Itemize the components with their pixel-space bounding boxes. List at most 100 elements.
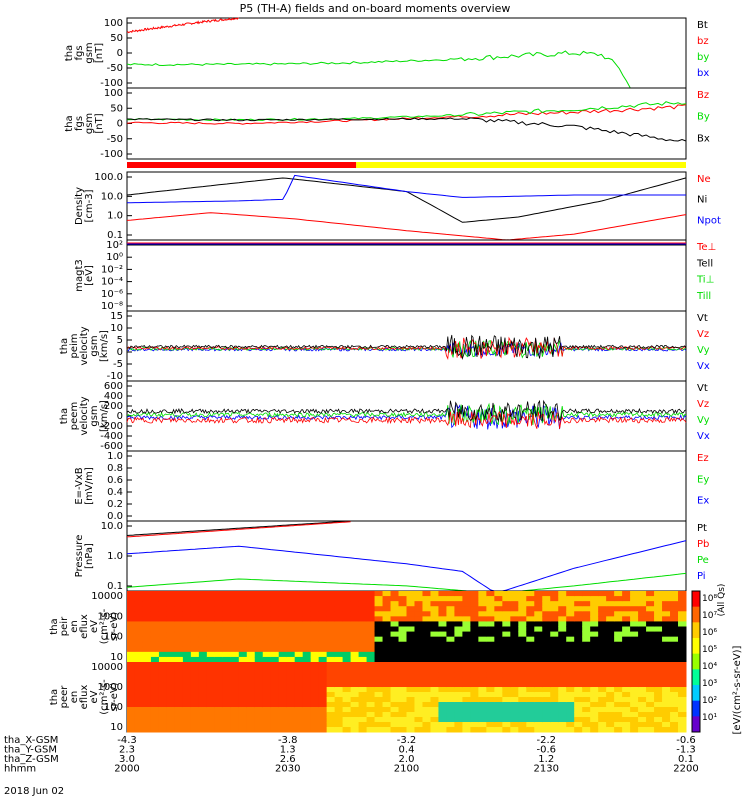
spectrogram-cell <box>406 707 415 713</box>
spectrogram-cell <box>534 651 543 658</box>
spectrogram-cell <box>542 591 551 597</box>
spectrogram-cell <box>502 707 511 713</box>
spectrogram-cell <box>262 692 272 698</box>
spectrogram-cell <box>214 692 224 698</box>
spectrogram-cell <box>430 596 439 602</box>
spectrogram-cell <box>270 707 280 713</box>
spectrogram-cell <box>190 626 200 633</box>
spectrogram-cell <box>270 596 280 602</box>
spectrogram-cell <box>430 621 439 627</box>
spectrogram-cell <box>678 606 687 612</box>
legend-Bz: Bz <box>697 90 709 101</box>
spectrogram-cell <box>430 707 439 713</box>
colorbar-tick: 10³ <box>702 679 717 689</box>
spectrogram-cell <box>302 667 312 673</box>
spectrogram-cell <box>374 631 384 638</box>
spectrogram-cell <box>262 616 272 622</box>
spectrogram-cell <box>150 616 160 622</box>
legend-Vx: Vx <box>697 431 710 442</box>
spectrogram-cell <box>382 667 392 673</box>
spectrogram-cell <box>654 702 663 708</box>
spectrogram-cell <box>398 662 407 668</box>
spectrogram-cell <box>166 616 176 622</box>
spectrogram-cell <box>366 631 376 638</box>
spectrogram-cell <box>294 656 304 663</box>
spectrogram-cell <box>614 727 623 733</box>
y-axis-label: tha <box>64 45 75 61</box>
spectrogram-cell <box>494 697 503 703</box>
spectrogram-cell <box>534 641 543 648</box>
spectrogram-cell <box>574 636 583 643</box>
spectrogram-cell <box>342 611 352 617</box>
spectrogram-cell <box>558 697 567 703</box>
spectrogram-cell <box>646 596 655 602</box>
spectrogram-cell <box>478 646 487 653</box>
x-tick-label: -0.6 <box>676 735 696 746</box>
spectrogram-cell <box>462 616 471 622</box>
spectrogram-cell <box>526 662 535 668</box>
spectrogram-cell <box>582 672 591 678</box>
spectrogram-cell <box>246 636 256 643</box>
spectrogram-cell <box>662 636 671 643</box>
spectrogram-cell <box>222 656 232 663</box>
spectrogram-cell <box>630 687 639 693</box>
y-tick-label: 0.0 <box>107 511 123 522</box>
spectrogram-cell <box>462 712 471 718</box>
spectrogram-cell <box>550 662 559 668</box>
spectrogram-cell <box>182 646 192 653</box>
spectrogram-cell <box>230 591 240 597</box>
spectrogram-cell <box>374 722 384 728</box>
spectrogram-cell <box>222 651 232 658</box>
spectrogram-cell <box>374 667 384 673</box>
y-axis-label: [eV] <box>84 265 95 286</box>
spectrogram-cell <box>150 631 160 638</box>
spectrogram-cell <box>374 646 384 653</box>
spectrogram-cell <box>438 697 447 703</box>
spectrogram-cell <box>678 687 687 693</box>
spectrogram-cell <box>542 662 551 668</box>
spectrogram-cell <box>374 621 384 627</box>
spectrogram-cell <box>230 646 240 653</box>
spectrogram-cell <box>350 722 360 728</box>
spectrogram-cell <box>574 646 583 653</box>
spectrogram-cell <box>366 722 376 728</box>
spectrogram-cell <box>494 717 503 723</box>
spectrogram-cell <box>462 682 471 688</box>
spectrogram-cell <box>270 712 280 718</box>
spectrogram-cell <box>342 646 352 653</box>
spectrogram-cell <box>454 672 463 678</box>
spectrogram-cell <box>646 692 655 698</box>
spectrogram-cell <box>486 636 495 643</box>
spectrogram-cell <box>334 722 344 728</box>
spectrogram-cell <box>574 616 583 622</box>
spectrogram-cell <box>542 697 551 703</box>
spectrogram-cell <box>446 702 455 708</box>
spectrogram-cell <box>598 651 607 658</box>
spectrogram-cell <box>566 727 575 733</box>
spectrogram-cell <box>334 651 344 658</box>
spectrogram-cell <box>422 707 431 713</box>
spectrogram-cell <box>494 727 503 733</box>
spectrogram-cell <box>158 662 168 668</box>
spectrogram-cell <box>326 727 336 733</box>
spectrogram-cell <box>246 596 256 602</box>
spectrogram-cell <box>622 641 631 648</box>
x-tick-label: 2200 <box>673 764 698 775</box>
spectrogram-cell <box>190 692 200 698</box>
y-tick-label: 10000 <box>91 662 123 673</box>
spectrogram-cell <box>270 636 280 643</box>
spectrogram-cell <box>222 687 232 693</box>
spectrogram-cell <box>550 667 559 673</box>
spectrogram-cell <box>678 727 687 733</box>
y-axis-label: velocity <box>79 326 90 365</box>
spectrogram-cell <box>230 641 240 648</box>
spectrogram-cell <box>206 651 216 658</box>
spectrogram-cell <box>430 636 439 643</box>
y-axis-label: [cm-3] <box>84 189 95 222</box>
spectrogram-cell <box>622 677 631 683</box>
spectrogram-cell <box>334 626 344 633</box>
spectrogram-cell <box>646 672 655 678</box>
spectrogram-cell <box>414 626 423 633</box>
spectrogram-cell <box>454 651 463 658</box>
